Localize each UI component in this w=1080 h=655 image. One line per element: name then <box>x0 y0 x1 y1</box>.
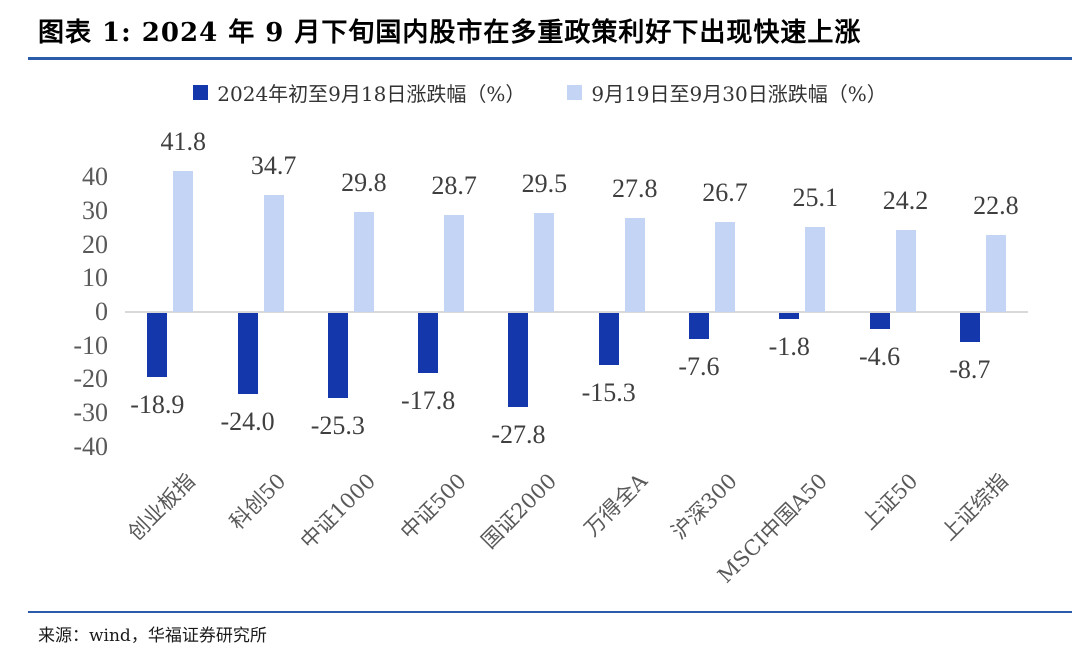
category-label: 中证1000 <box>296 468 381 554</box>
legend-item-series2: 9月19日至9月30日涨跌幅（%） <box>567 78 887 107</box>
bar-series2 <box>353 211 374 312</box>
bar-series1 <box>147 313 168 377</box>
data-label: 29.5 <box>521 168 568 198</box>
data-label: 26.7 <box>702 178 748 208</box>
data-label: -1.8 <box>768 332 810 362</box>
bar-series2 <box>444 215 465 312</box>
legend-label-series2: 9月19日至9月30日涨跌幅（%） <box>591 82 887 106</box>
y-tick-label: -20 <box>73 364 108 394</box>
y-tick-label: -10 <box>73 330 108 360</box>
data-label: -8.7 <box>949 355 991 385</box>
data-label: -7.6 <box>678 351 720 381</box>
bar-series2 <box>624 218 645 312</box>
data-label: -15.3 <box>581 377 636 407</box>
bar-series1 <box>688 313 709 339</box>
chart-title: 图表 1: 2024 年 9 月下旬国内股市在多重政策利好下出现快速上涨 <box>38 18 862 48</box>
bar-series1 <box>779 313 800 320</box>
data-label: 34.7 <box>250 151 297 181</box>
data-label: -25.3 <box>310 411 365 441</box>
data-label: 22.8 <box>973 191 1019 221</box>
data-label: -18.9 <box>130 389 185 419</box>
bar-series1 <box>418 313 439 373</box>
bar-series2 <box>263 195 284 312</box>
category-label: 国证2000 <box>476 468 562 554</box>
data-label: -4.6 <box>858 341 901 371</box>
legend-item-series1: 2024年初至9月18日涨跌幅（%） <box>193 78 525 107</box>
category-label: 科创50 <box>224 468 291 535</box>
source-note: 来源：wind，华福证券研究所 <box>38 626 267 646</box>
bar-series2 <box>895 230 916 312</box>
data-label: 25.1 <box>792 183 839 213</box>
bar-series1 <box>598 313 619 365</box>
legend-swatch-series2 <box>567 85 583 100</box>
bar-series1 <box>327 313 348 399</box>
data-label: 24.2 <box>882 186 929 216</box>
data-label: 29.8 <box>341 167 387 197</box>
legend-label-series1: 2024年初至9月18日涨跌幅（%） <box>217 82 526 106</box>
data-label: 27.8 <box>611 174 658 204</box>
y-tick-label: -40 <box>73 431 108 461</box>
y-tick-label: 10 <box>82 263 108 293</box>
footer-separator-line <box>28 611 1072 613</box>
bar-series1 <box>959 313 980 343</box>
bar-series2 <box>173 171 194 312</box>
title-separator-line <box>28 57 1072 60</box>
y-tick-label: 40 <box>82 162 108 192</box>
data-label: 28.7 <box>431 171 477 201</box>
x-axis-line <box>125 311 1028 313</box>
category-label: 中证500 <box>395 468 471 544</box>
category-label: 创业板指 <box>123 468 201 546</box>
y-tick-label: 30 <box>82 195 108 225</box>
bar-series2 <box>805 227 826 312</box>
data-label: -17.8 <box>401 385 456 415</box>
category-label: 上证综指 <box>936 468 1013 546</box>
bar-series1 <box>508 313 529 407</box>
bar-series2 <box>534 212 555 312</box>
y-tick-label: -30 <box>73 398 108 428</box>
legend-swatch-series1 <box>193 85 209 100</box>
category-label: 上证50 <box>856 468 923 535</box>
bar-series1 <box>237 313 258 394</box>
data-label: 41.8 <box>160 127 207 157</box>
data-label: -27.8 <box>491 419 546 449</box>
data-label: -24.0 <box>220 406 275 436</box>
bar-series2 <box>714 222 735 312</box>
category-label: 沪深300 <box>666 468 742 544</box>
y-tick-label: 0 <box>95 297 108 326</box>
legend: 2024年初至9月18日涨跌幅（%） 9月19日至9月30日涨跌幅（%） <box>0 78 1080 107</box>
category-label: 万得全A <box>579 468 652 542</box>
bar-series1 <box>869 313 890 329</box>
bar-series2 <box>985 235 1006 312</box>
y-tick-label: 20 <box>82 229 108 259</box>
